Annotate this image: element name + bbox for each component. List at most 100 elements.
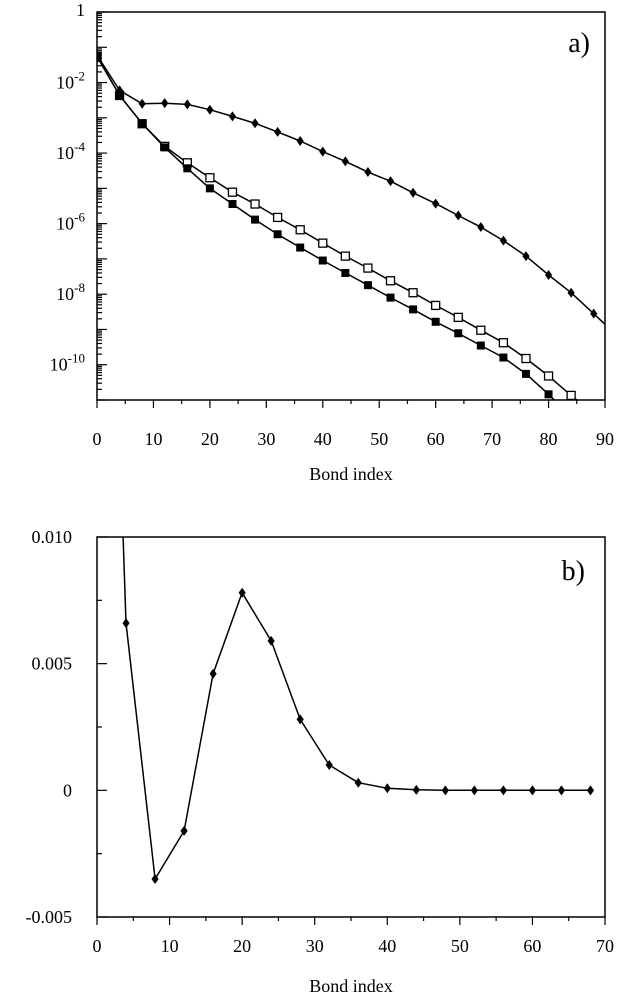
data-point-marker — [341, 156, 349, 167]
y-tick-label: 10-10 — [50, 351, 85, 375]
series-0 — [122, 537, 595, 884]
data-point-marker — [432, 198, 440, 209]
data-point-marker — [151, 874, 159, 884]
x-tick-label: 0 — [93, 429, 102, 449]
data-point-marker — [364, 167, 372, 178]
data-point-marker — [250, 199, 260, 209]
y-tick-label: 10-6 — [56, 210, 85, 234]
plot-frame — [96, 536, 606, 918]
data-point-marker — [227, 187, 238, 197]
data-point-marker — [272, 212, 283, 223]
data-point-marker — [161, 98, 169, 109]
y-tick-label: -0.005 — [26, 907, 73, 927]
data-point-marker — [409, 305, 418, 314]
data-point-marker — [319, 146, 327, 157]
x-tick-label: 90 — [596, 429, 614, 449]
data-point-marker — [431, 317, 440, 326]
series-0 — [97, 50, 605, 325]
x-tick-label: 10 — [144, 429, 162, 449]
data-point-marker — [274, 126, 282, 137]
data-point-marker — [341, 268, 350, 277]
chart-panel-b: 0 10 20 30 40 50 60 70 Bond index 0.010 0.005 0 -0.0… — [26, 527, 615, 996]
data-point-marker — [183, 164, 192, 173]
data-point-marker — [138, 98, 146, 109]
x-tick-label: 30 — [306, 936, 324, 956]
data-point-marker — [325, 760, 333, 770]
x-axis-label: Bond index — [309, 464, 393, 484]
panel-label: b) — [562, 556, 585, 587]
data-point-marker — [251, 118, 259, 129]
data-point-marker — [385, 276, 396, 286]
data-point-marker — [354, 777, 362, 788]
data-point-marker — [499, 785, 507, 796]
data-point-marker — [383, 783, 391, 794]
x-tick-label: 40 — [314, 429, 332, 449]
y-tick-label: 0.010 — [32, 527, 73, 547]
y-tick-label: 10-2 — [56, 69, 85, 93]
y-tick-label: 10-4 — [56, 139, 85, 163]
data-point-marker — [296, 136, 304, 147]
data-point-marker — [183, 99, 191, 110]
data-point-marker — [205, 173, 215, 183]
series-line — [97, 56, 578, 400]
series-2 — [97, 52, 555, 400]
data-point-marker — [590, 308, 598, 319]
data-point-marker — [522, 251, 530, 262]
data-point-marker — [476, 341, 485, 350]
data-point-marker — [476, 325, 486, 335]
data-point-marker — [115, 91, 124, 100]
x-tick-label: 60 — [523, 936, 541, 956]
series-line — [97, 56, 555, 400]
data-point-marker — [340, 251, 351, 261]
x-axis-label: Bond index — [309, 976, 393, 996]
data-point-marker — [441, 785, 449, 796]
data-point-marker — [318, 256, 327, 265]
x-tick-label: 70 — [596, 936, 614, 956]
x-tick-label: 80 — [540, 429, 558, 449]
series-line — [97, 54, 605, 325]
data-point-marker — [586, 785, 595, 796]
data-point-marker — [543, 371, 554, 381]
data-point-marker — [557, 785, 566, 796]
data-point-marker — [97, 52, 101, 61]
data-point-marker — [477, 222, 485, 233]
data-point-marker — [412, 784, 420, 795]
y-tick-label: 0.005 — [32, 654, 73, 674]
data-point-marker — [453, 312, 463, 323]
data-point-marker — [206, 104, 214, 115]
data-point-marker — [521, 353, 531, 364]
data-point-marker — [544, 269, 553, 280]
chart-panel-a: 0 10 20 30 40 50 60 70 80 90 Bond index 1 10-2 10-4 10… — [50, 0, 614, 484]
x-tick-label: 60 — [427, 429, 445, 449]
data-point-marker — [386, 176, 395, 187]
data-point-marker — [363, 281, 372, 290]
data-point-marker — [386, 293, 395, 302]
data-point-marker — [454, 329, 463, 338]
data-point-marker — [273, 230, 282, 239]
x-tick-label: 70 — [483, 429, 501, 449]
x-tick-label: 20 — [233, 936, 251, 956]
data-point-marker — [267, 635, 275, 646]
y-tick-label: 10-8 — [56, 280, 85, 304]
data-point-marker — [160, 143, 169, 152]
data-point-marker — [296, 714, 304, 725]
y-tick-label: 1 — [76, 0, 85, 20]
y-tick-label: 0 — [63, 780, 72, 800]
data-point-marker — [528, 785, 537, 796]
x-tick-label: 20 — [201, 429, 219, 449]
data-point-marker — [318, 238, 328, 248]
x-tick-label: 30 — [257, 429, 275, 449]
data-point-marker — [499, 353, 508, 362]
data-point-marker — [363, 263, 373, 273]
data-point-marker — [567, 287, 575, 298]
data-point-marker — [431, 300, 441, 311]
data-point-marker — [499, 235, 507, 246]
x-tick-label: 50 — [451, 936, 469, 956]
data-point-marker — [251, 215, 260, 224]
data-point-marker — [238, 587, 246, 598]
data-point-marker — [470, 785, 478, 796]
data-point-marker — [209, 668, 217, 679]
series-line — [122, 537, 591, 880]
x-tick-label: 40 — [378, 936, 396, 956]
